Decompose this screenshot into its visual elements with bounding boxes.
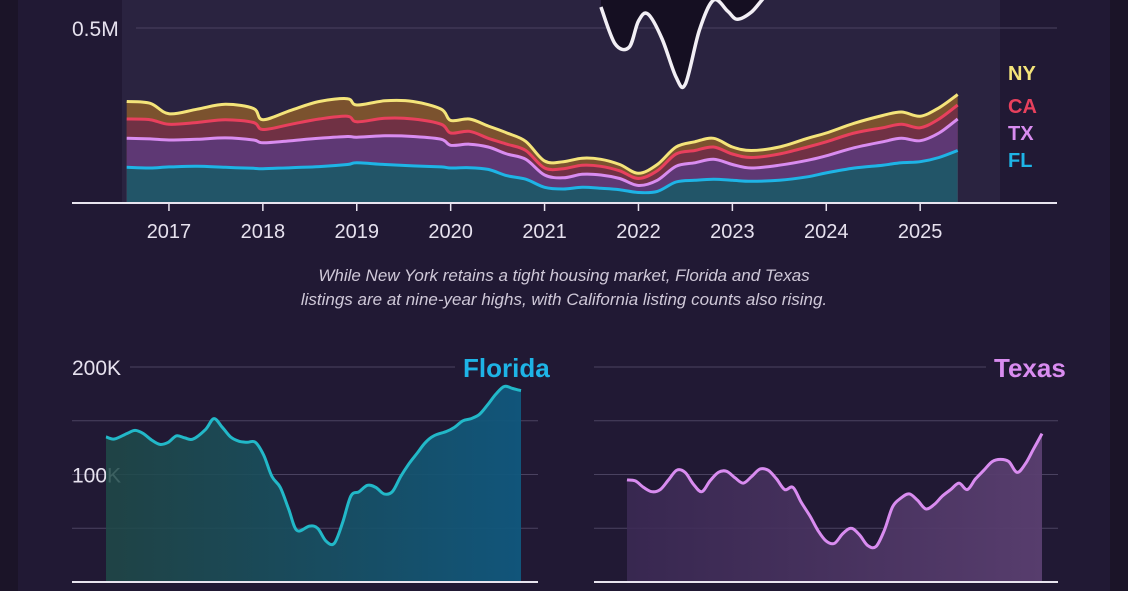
area-total bbox=[600, 0, 762, 88]
line-total bbox=[599, 0, 765, 90]
series-label-ca: CA bbox=[1008, 96, 1037, 118]
y-tick-label: 0.5M bbox=[72, 18, 119, 41]
area-texas bbox=[627, 433, 1042, 582]
line-florida bbox=[105, 384, 522, 547]
line-ca bbox=[126, 103, 959, 180]
main-chart: 0.5M NY CA TX FL 2017 2018 2019 2020 2021 2022 2023… bbox=[72, 0, 1057, 243]
y-tick-label: 200K bbox=[72, 357, 121, 380]
line-fl bbox=[126, 149, 959, 195]
series-label-tx: TX bbox=[1008, 123, 1034, 145]
x-tick-label: 2023 bbox=[710, 221, 755, 243]
x-tick-label: 2020 bbox=[428, 221, 473, 243]
x-tick-label: 2022 bbox=[616, 221, 661, 243]
x-tick-label: 2017 bbox=[147, 221, 192, 243]
series-label-fl: FL bbox=[1008, 150, 1032, 172]
annotation-line-1: While New York retains a tight housing m… bbox=[318, 266, 810, 285]
x-tick-label: 2021 bbox=[522, 221, 567, 243]
x-tick-label: 2018 bbox=[241, 221, 286, 243]
texas-chart: Texas bbox=[594, 353, 1066, 583]
line-ny bbox=[126, 93, 959, 175]
x-tick-label: 2024 bbox=[804, 221, 849, 243]
series-label-ny: NY bbox=[1008, 63, 1036, 85]
chart-title-florida: Florida bbox=[463, 353, 550, 383]
area-florida bbox=[106, 386, 521, 582]
annotation-line-2: listings are at nine-year highs, with Ca… bbox=[300, 290, 828, 309]
chart-annotation: While New York retains a tight housing m… bbox=[214, 264, 914, 312]
line-texas bbox=[626, 432, 1044, 550]
area-fl bbox=[126, 150, 958, 203]
x-tick-label: 2025 bbox=[898, 221, 943, 243]
line-tx bbox=[126, 117, 959, 188]
x-tick-label: 2019 bbox=[335, 221, 380, 243]
chart-title-texas: Texas bbox=[994, 353, 1066, 383]
